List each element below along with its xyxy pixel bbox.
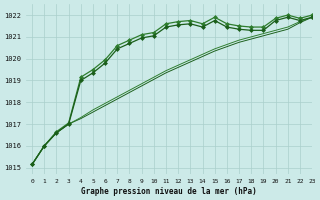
X-axis label: Graphe pression niveau de la mer (hPa): Graphe pression niveau de la mer (hPa) bbox=[81, 187, 257, 196]
